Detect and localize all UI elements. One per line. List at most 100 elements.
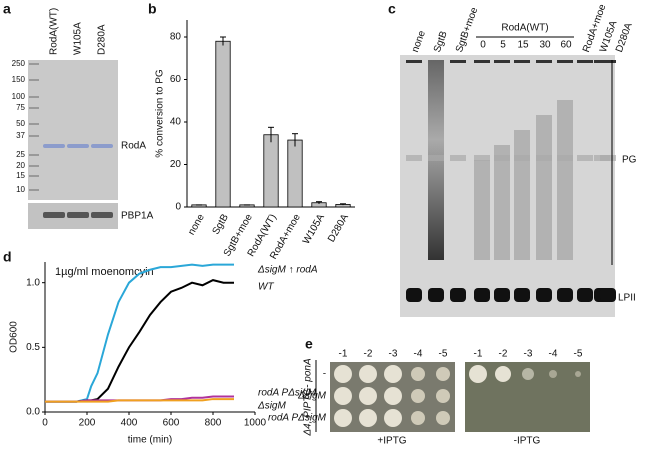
y-tick-label: 0.5 — [26, 342, 40, 353]
marker-label: 37 — [16, 131, 25, 140]
strain-label: Δ4, PIPTG- ponA — [303, 358, 314, 437]
y-tick-label: 60 — [170, 74, 182, 85]
gel-band — [494, 155, 510, 161]
x-tick-label: 400 — [121, 418, 138, 429]
line — [45, 279, 234, 403]
bar — [263, 134, 279, 208]
marker-label: 250 — [12, 59, 26, 68]
gel-smear — [536, 115, 552, 260]
panel-letter: d — [3, 249, 12, 265]
gel-smear — [514, 130, 530, 260]
gel-well — [557, 60, 573, 63]
bar — [215, 40, 231, 208]
colony-spot — [549, 370, 557, 378]
dilution-label: -2 — [499, 349, 508, 360]
dilution-label: -3 — [389, 349, 398, 360]
dilution-label: -4 — [549, 349, 558, 360]
line — [45, 398, 234, 403]
marker-label: 100 — [12, 92, 26, 101]
gel-smear — [494, 145, 510, 260]
colony-spot — [384, 365, 402, 383]
gel-band — [67, 144, 89, 148]
panel-letter: a — [3, 1, 11, 17]
x-tick-label: 800 — [205, 418, 222, 429]
colony-spot — [359, 409, 377, 427]
lane-label: 60 — [560, 40, 572, 51]
lane-label: 30 — [539, 40, 551, 51]
gel-well — [450, 60, 466, 63]
y-axis-label: OD600 — [9, 321, 20, 353]
dilution-label: -2 — [364, 349, 373, 360]
colony-spot — [436, 367, 450, 381]
lane-label: SgtB+moe — [454, 6, 481, 54]
x-tick-label: D280A — [326, 212, 351, 244]
marker-band — [29, 123, 39, 125]
row-label: ΔsigM — [297, 391, 326, 402]
marker-band — [29, 175, 39, 177]
colony-spot — [334, 387, 352, 405]
gel-band — [474, 288, 490, 302]
dilution-label: -5 — [439, 349, 448, 360]
y-tick-label: 80 — [170, 32, 182, 43]
colony-spot — [436, 389, 450, 403]
marker-label: 75 — [16, 103, 25, 112]
gel-band — [43, 212, 65, 218]
row-label: rodA PΔsigM — [268, 413, 327, 424]
marker-band — [29, 107, 39, 109]
colony-spot — [495, 366, 511, 382]
gel-smear — [557, 100, 573, 260]
marker-label: 10 — [16, 185, 25, 194]
gel-smear — [474, 160, 490, 260]
gel-band — [600, 155, 616, 161]
colony-spot — [411, 411, 425, 425]
marker-label: 15 — [16, 171, 25, 180]
lane-label: RodA(WT) — [49, 8, 60, 55]
colony-spot — [334, 365, 352, 383]
colony-spot — [522, 368, 534, 380]
marker-band — [29, 154, 39, 156]
lane-label: 0 — [480, 40, 486, 51]
x-tick-label: 600 — [163, 418, 180, 429]
gel-band — [428, 288, 444, 302]
x-tick-label: W105A — [301, 212, 327, 246]
colony-spot — [384, 387, 402, 405]
colony-spot — [384, 409, 402, 427]
colony-spot — [359, 365, 377, 383]
gel-well — [514, 60, 530, 63]
annotation: 1µg/ml moenomcyin — [55, 266, 154, 278]
lane-label: 5 — [500, 40, 506, 51]
lane-label: W105A — [73, 22, 84, 55]
gel-band — [557, 155, 573, 161]
legend-label: ΔsigM — [257, 401, 286, 412]
panel-letter: e — [305, 336, 313, 352]
gel-band — [494, 288, 510, 302]
dilution-label: -3 — [524, 349, 533, 360]
dilution-label: -5 — [574, 349, 583, 360]
gel-well — [474, 60, 490, 63]
colony-spot — [411, 389, 425, 403]
gel-band — [67, 212, 89, 218]
gel-band — [406, 155, 422, 161]
marker-band — [29, 63, 39, 65]
panel-letter: c — [388, 1, 396, 17]
colony-spot — [436, 411, 450, 425]
condition-label: -IPTG — [514, 436, 541, 447]
x-tick-label: none — [186, 212, 207, 237]
gel-band — [514, 288, 530, 302]
marker-band — [29, 135, 39, 137]
gel-band — [43, 144, 65, 148]
colony-spot — [334, 409, 352, 427]
line — [45, 263, 234, 403]
row-label: - — [323, 369, 327, 380]
gel-well — [494, 60, 510, 63]
colony-spot — [411, 367, 425, 381]
gel-well — [577, 60, 593, 63]
band-label: PBP1A — [121, 211, 154, 222]
panel-letter: b — [148, 1, 157, 17]
gel-label: PG — [622, 155, 637, 166]
gel-well — [406, 60, 422, 63]
gel-band — [91, 144, 113, 148]
marker-label: 25 — [16, 150, 25, 159]
gel-band — [450, 288, 466, 302]
